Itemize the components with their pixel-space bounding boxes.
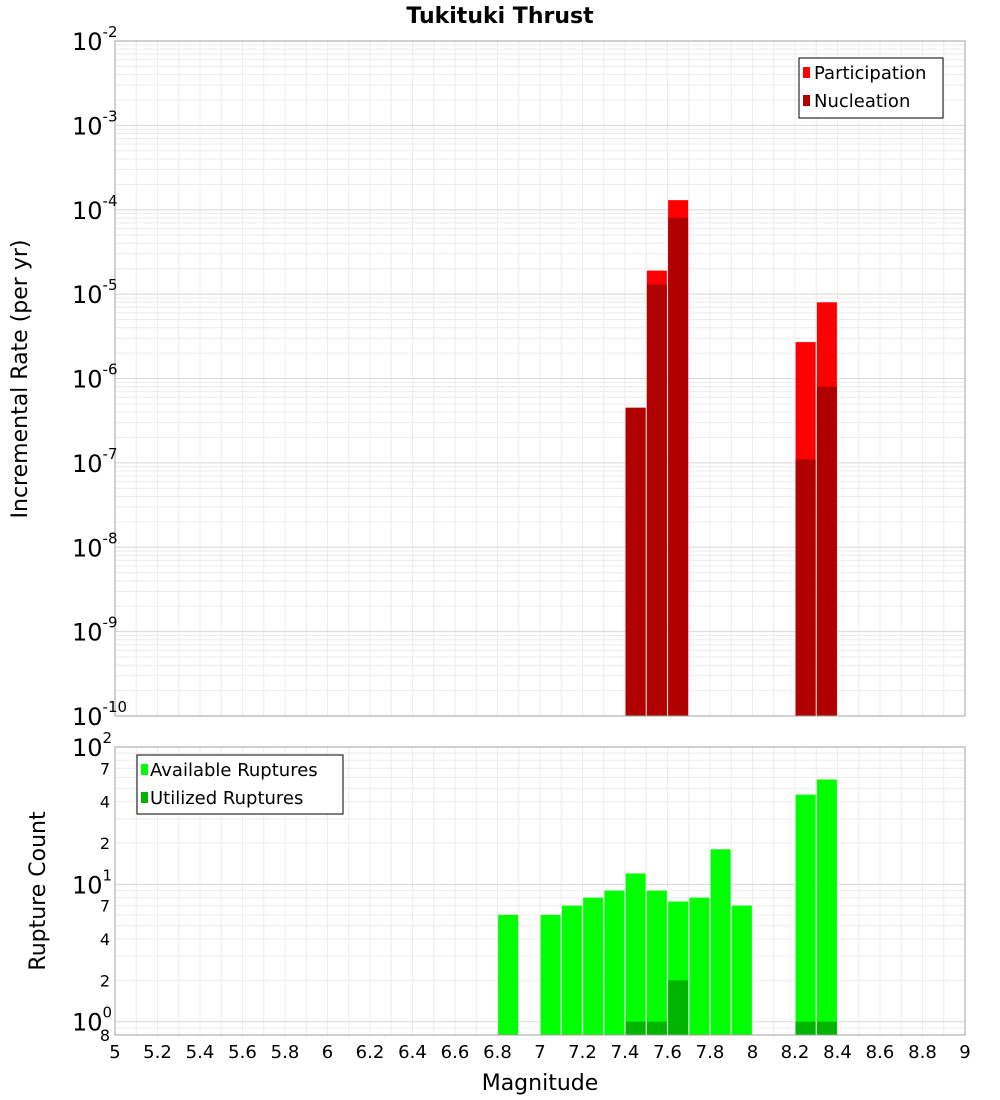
nucleation-bar [795,459,816,716]
x-tick-label: 8 [747,1042,758,1063]
nucleation-bar [625,407,646,716]
rate-gridlines [114,41,966,717]
x-tick-label: 7 [534,1042,545,1063]
available-ruptures-bar [646,890,667,1035]
available-ruptures-bar [604,890,625,1035]
x-tick-label: 9 [959,1042,970,1063]
x-tick-label: 5.8 [271,1042,300,1063]
count-y-tick-minor: 7 [100,759,110,778]
x-tick-label: 8.6 [866,1042,895,1063]
rate-y-tick-label: 10-8 [72,529,118,562]
available-ruptures-bar [795,794,816,1035]
count-legend: Available Ruptures Utilized Ruptures [136,754,344,815]
count-bars [498,779,837,1035]
utilized-ruptures-bar [668,980,689,1035]
utilized-ruptures-bar [795,1021,816,1035]
x-tick-label: 7.8 [696,1042,725,1063]
count-y-tick-major: 101 [72,866,112,899]
nucleation-bar [668,217,689,716]
rate-y-tick-label: 10-4 [72,192,118,225]
utilized-ruptures-bar [625,1021,646,1035]
rate-y-tick-label: 10-10 [72,698,127,731]
available-legend-swatch [141,764,148,775]
nucleation-legend-swatch [803,95,810,106]
rate-legend: Participation Nucleation [798,57,944,119]
x-tick-label: 7.4 [611,1042,640,1063]
available-ruptures-bar [710,849,731,1035]
x-tick-label: 8.4 [823,1042,852,1063]
rate-y-tick-label: 10-9 [72,614,118,647]
utilized-legend-swatch [141,792,148,803]
nucleation-legend-label: Nucleation [814,91,910,112]
x-tick-label: 6.2 [356,1042,385,1063]
count-y-tick-minor: 4 [100,793,110,812]
count-legend-box [136,754,344,815]
rate-panel: 10-10 10-9 10-8 10-7 10-6 10-5 10-4 10-3 10-2 In… [8,23,966,731]
count-y-tick-minor: 7 [100,897,110,916]
x-tick-label: 5 [109,1042,120,1063]
rate-y-axis-label: Incremental Rate (per yr) [8,240,33,519]
available-ruptures-bar [625,873,646,1035]
rate-plot-border [114,40,966,717]
x-axis-label: Magnitude [482,1071,599,1096]
x-tick-label: 7.6 [653,1042,682,1063]
available-ruptures-bar [540,914,561,1035]
rate-y-tick-label: 10-2 [72,23,118,56]
available-ruptures-bar [561,905,582,1035]
count-y-tick-major: 102 [72,729,112,762]
rate-legend-box [798,57,944,119]
rate-bars [625,200,837,716]
rate-y-tick-label: 10-6 [72,361,118,394]
x-tick-label: 5.6 [228,1042,257,1063]
x-tick-label: 6.6 [441,1042,470,1063]
available-ruptures-bar [816,779,837,1035]
participation-legend-label: Participation [814,63,926,84]
count-y-tick-minor: 8 [100,1026,110,1045]
available-ruptures-bar [689,897,710,1035]
rate-y-tick-label: 10-5 [72,276,118,309]
available-ruptures-bar [731,905,752,1035]
chart-title: Tukituki Thrust [406,4,594,29]
x-tick-label: 5.4 [186,1042,215,1063]
utilized-ruptures-bar [646,1021,667,1035]
x-tick-label: 6 [322,1042,333,1063]
count-y-axis-label: Rupture Count [26,811,51,971]
rate-y-tick-label: 10-7 [72,445,118,478]
x-tick-label: 5.2 [143,1042,172,1063]
utilized-legend-label: Utilized Ruptures [150,788,303,809]
count-y-tick-minor: 2 [100,834,110,853]
available-ruptures-bar [498,914,519,1035]
x-tick-label: 8.2 [781,1042,810,1063]
x-tick-label: 7.2 [568,1042,597,1063]
x-tick-label: 6.8 [483,1042,512,1063]
x-tick-label: 8.8 [908,1042,937,1063]
rate-y-tick-labels: 10-10 10-9 10-8 10-7 10-6 10-5 10-4 10-3 10-2 [72,23,127,731]
x-tick-label: 6.4 [398,1042,427,1063]
available-ruptures-bar [583,897,604,1035]
rate-y-tick-label: 10-3 [72,107,118,140]
utilized-ruptures-bar [816,1021,837,1035]
count-y-tick-minor: 4 [100,930,110,949]
nucleation-bar [816,386,837,716]
count-y-tick-minor: 2 [100,971,110,990]
count-plot-border [114,746,966,1036]
participation-legend-swatch [803,67,810,78]
x-tick-labels: 5 5.2 5.4 5.6 5.8 6 6.2 6.4 6.6 6.8 7 7.2 7.4 7.6 7.8 8… [109,1042,970,1063]
available-legend-label: Available Ruptures [150,760,318,781]
nucleation-bar [646,284,667,716]
